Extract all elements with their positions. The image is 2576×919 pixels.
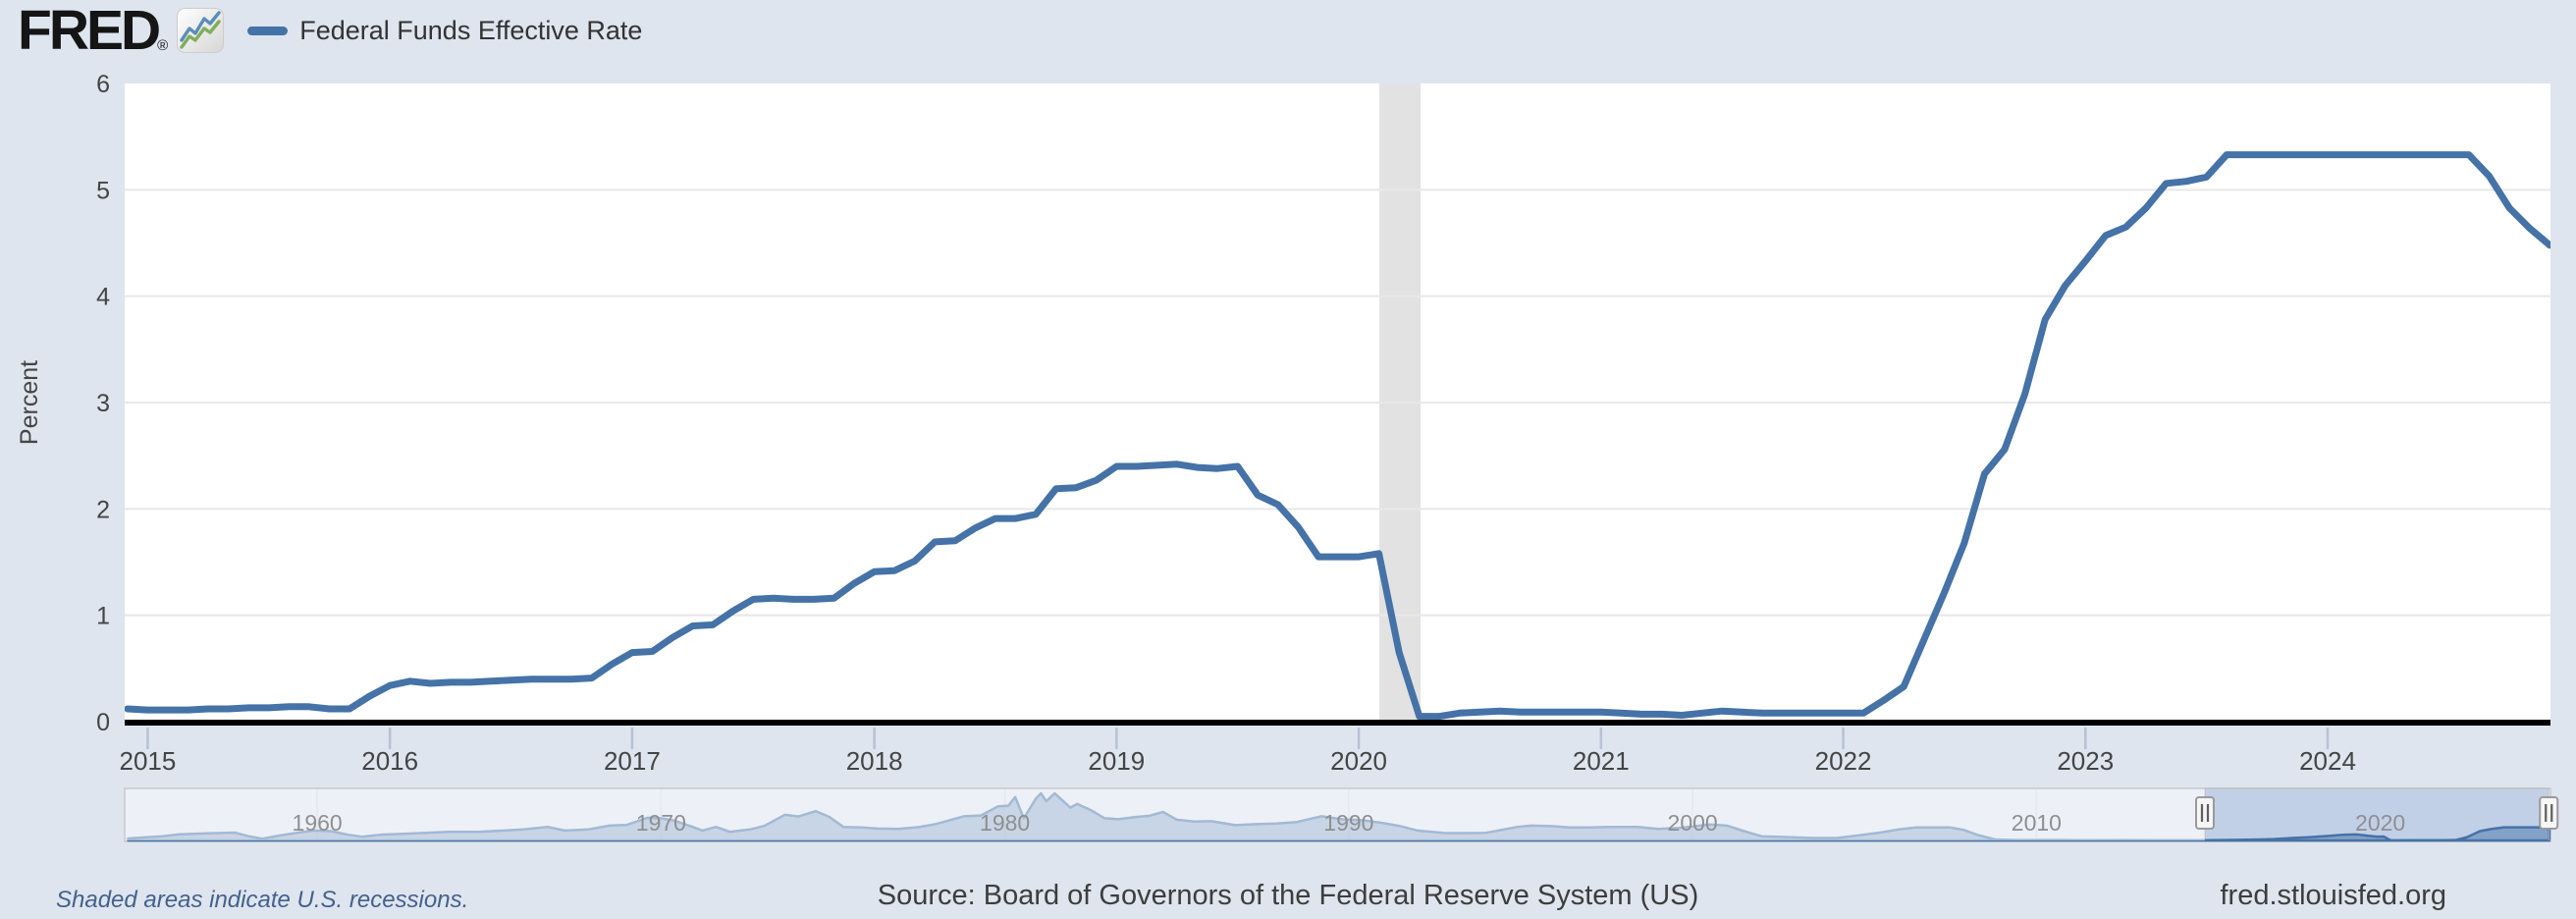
x-tick-label: 2022 (1815, 746, 1872, 776)
navigator-handle-right[interactable] (2539, 796, 2559, 830)
navigator-decade-label: 1960 (293, 810, 343, 836)
fred-chart-icon (177, 8, 225, 53)
fred-site-link[interactable]: fred.stlouisfed.org (2220, 880, 2446, 911)
x-tick-label: 2024 (2299, 746, 2356, 776)
x-tick-label: 2017 (604, 746, 661, 776)
y-tick-label: 0 (96, 709, 110, 736)
y-tick-label: 3 (96, 390, 110, 417)
recession-band (1379, 83, 1422, 725)
source-attribution: Source: Board of Governors of the Federa… (877, 880, 1699, 911)
y-tick-label: 6 (96, 71, 110, 98)
rate-line (125, 151, 2550, 721)
header: FRED ® Federal Funds Effective Rate (18, 0, 642, 62)
y-axis-title: Percent (16, 360, 43, 445)
legend: Federal Funds Effective Rate (247, 16, 642, 46)
navigator-decade-label: 2000 (1668, 810, 1718, 836)
navigator-handle-left[interactable] (2195, 796, 2216, 830)
icon-blue-line (180, 11, 221, 42)
y-tick-label: 4 (96, 284, 110, 311)
x-tick-label: 2016 (361, 746, 418, 776)
legend-swatch (247, 26, 289, 35)
fred-logo[interactable]: FRED ® (18, 0, 169, 62)
x-tick-label: 2015 (120, 746, 177, 776)
x-tick-label: 2018 (846, 746, 903, 776)
navigator-decade-label: 1980 (980, 810, 1030, 836)
fred-logo-text: FRED (18, 0, 161, 62)
navigator-decade-label: 1990 (1323, 810, 1373, 836)
x-tick-label: 2021 (1573, 746, 1630, 776)
navigator-decade-label: 1970 (636, 810, 686, 836)
x-axis-line (125, 720, 2550, 726)
recession-note: Shaded areas indicate U.S. recessions. (56, 887, 469, 913)
x-tick-label: 2019 (1088, 746, 1145, 776)
legend-series-label: Federal Funds Effective Rate (299, 15, 643, 45)
navigator-decade-label: 2010 (2012, 810, 2062, 836)
y-tick-label: 2 (96, 496, 110, 523)
icon-green-line (180, 20, 221, 49)
x-tick-label: 2020 (1330, 746, 1387, 776)
y-tick-label: 5 (96, 177, 110, 204)
navigator-unselected-mask (126, 789, 2206, 840)
registered-trademark: ® (157, 37, 169, 54)
navigator-decade-label: 2020 (2355, 810, 2405, 836)
x-tick-label: 2023 (2057, 746, 2114, 776)
y-tick-label: 1 (96, 603, 110, 630)
